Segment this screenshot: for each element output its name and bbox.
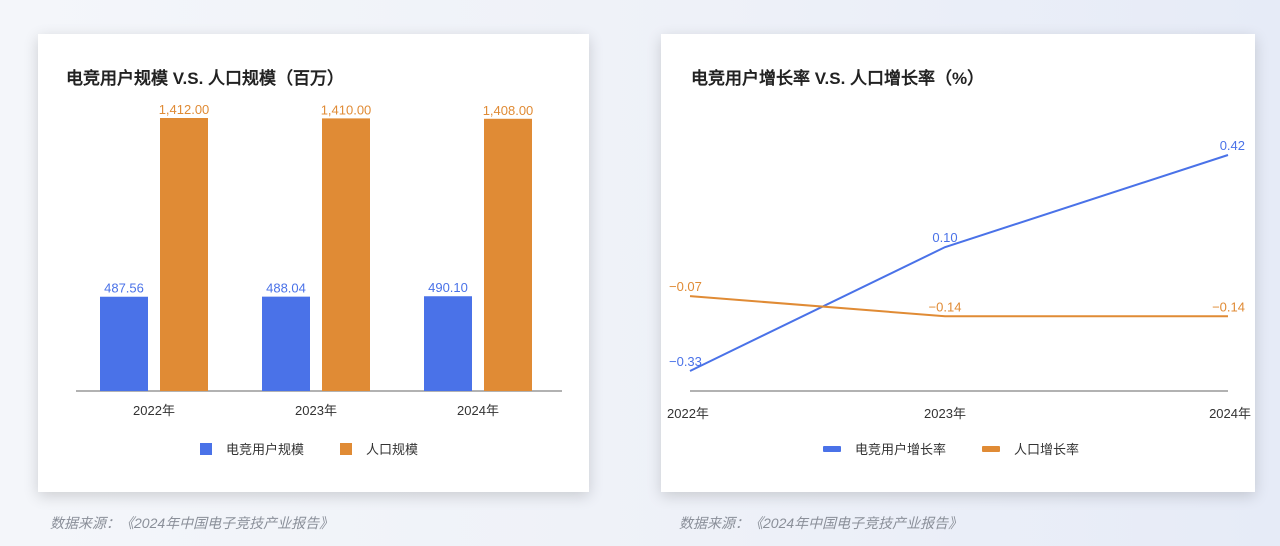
data-label: 490.10 xyxy=(428,280,468,295)
x-tick-label: 2022年 xyxy=(667,406,709,421)
line-chart-title: 电竞用户增长率 V.S. 人口增长率（%） xyxy=(691,69,985,88)
line-chart-legend: 电竞用户增长率 人口增长率 xyxy=(823,439,1115,458)
legend-item-population-growth: 人口增长率 xyxy=(982,439,1079,458)
x-tick-label: 2023年 xyxy=(295,403,337,418)
bar-population-0 xyxy=(160,118,208,391)
data-label: −0.33 xyxy=(669,354,702,369)
legend-label-population: 人口规模 xyxy=(366,442,419,457)
bar-chart-title: 电竞用户规模 V.S. 人口规模（百万） xyxy=(66,69,345,88)
legend-swatch-orange-line xyxy=(982,445,1001,452)
series-line-esports-growth xyxy=(689,154,1229,372)
line-chart-svg: 2022年 2023年 2024年 −0.33 0.10 0.42 −0.07 −0.14 −0… xyxy=(667,138,1251,421)
bar-esports-users-2 xyxy=(424,296,472,391)
x-tick-label: 2023年 xyxy=(924,406,966,421)
data-label: 1,412.00 xyxy=(159,102,210,117)
line-chart-card: 电竞用户增长率 V.S. 人口增长率（%） 2022年 2023年 2024年 −0.… xyxy=(661,34,1255,492)
legend-label-esports-growth: 电竞用户增长率 xyxy=(855,442,947,457)
legend-label-population-growth: 人口增长率 xyxy=(1014,442,1080,457)
legend-item-population: 人口规模 xyxy=(340,439,418,458)
series-line-population-growth xyxy=(689,295,1228,318)
legend-swatch-blue-line xyxy=(823,445,841,452)
data-label: 1,408.00 xyxy=(483,103,534,118)
bar-chart-card: 电竞用户规模 V.S. 人口规模（百万） 487.56 1,412.00 2022年… xyxy=(38,34,589,492)
x-tick-label: 2022年 xyxy=(133,403,175,418)
bar-population-2 xyxy=(484,118,532,391)
bar-esports-users-0 xyxy=(100,296,148,391)
data-label: −0.07 xyxy=(669,279,702,294)
data-label: 1,410.00 xyxy=(321,102,372,117)
x-tick-label: 2024年 xyxy=(457,403,499,418)
legend-item-esports-growth: 电竞用户增长率 xyxy=(823,439,946,458)
legend-label-esports-users: 电竞用户规模 xyxy=(226,442,305,457)
legend-swatch-orange xyxy=(340,442,353,455)
data-label: 488.04 xyxy=(266,281,306,296)
legend-item-esports-users: 电竞用户规模 xyxy=(200,439,304,458)
x-tick-label: 2024年 xyxy=(1209,406,1251,421)
source-note-right: 数据来源：《2024年中国电子竞技产业报告》 xyxy=(679,515,963,531)
legend-swatch-blue xyxy=(200,442,212,455)
data-label: 0.42 xyxy=(1220,138,1245,153)
data-label: 487.56 xyxy=(104,281,144,296)
bar-esports-users-1 xyxy=(262,296,310,391)
source-note-left: 数据来源：《2024年中国电子竞技产业报告》 xyxy=(50,515,334,531)
data-label: 0.10 xyxy=(932,230,957,245)
bar-chart-svg: 487.56 1,412.00 2022年 488.04 1,410.00 2023年 49… xyxy=(76,102,562,418)
bar-chart-legend: 电竞用户规模 人口规模 xyxy=(200,439,454,458)
data-label: −0.14 xyxy=(929,299,962,314)
data-label: −0.14 xyxy=(1212,299,1245,314)
bar-population-1 xyxy=(322,118,370,391)
